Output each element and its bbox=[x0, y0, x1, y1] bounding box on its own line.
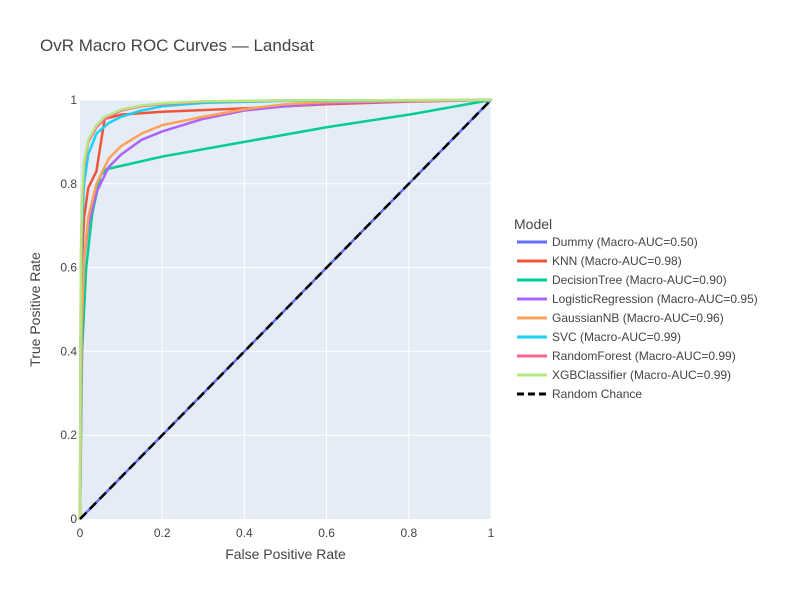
legend-label: RandomForest (Macro-AUC=0.99) bbox=[552, 349, 736, 363]
x-axis-label: False Positive Rate bbox=[225, 546, 346, 562]
x-tick-label: 0.2 bbox=[154, 526, 171, 540]
y-tick-label: 0.4 bbox=[60, 344, 77, 358]
y-axis-label: True Positive Rate bbox=[27, 252, 43, 367]
y-axis-ticks: 0 0.2 0.4 0.6 0.8 1 bbox=[60, 93, 77, 526]
legend-items[interactable]: Dummy (Macro-AUC=0.50) KNN (Macro-AUC=0.9… bbox=[517, 235, 758, 401]
x-axis-ticks: 0 0.2 0.4 0.6 0.8 1 bbox=[77, 526, 495, 540]
chart-title: OvR Macro ROC Curves — Landsat bbox=[40, 36, 314, 55]
legend-item-decisiontree[interactable]: DecisionTree (Macro-AUC=0.90) bbox=[517, 273, 727, 287]
series-line-gaussiannb bbox=[78, 98, 493, 521]
x-tick-label: 0 bbox=[77, 526, 84, 540]
legend-item-dummy[interactable]: Dummy (Macro-AUC=0.50) bbox=[517, 235, 698, 249]
x-tick-label: 0.4 bbox=[236, 526, 253, 540]
y-tick-label: 0 bbox=[70, 512, 77, 526]
series-line-dummy bbox=[78, 98, 493, 521]
legend-item-svc[interactable]: SVC (Macro-AUC=0.99) bbox=[517, 330, 681, 344]
y-tick-label: 1 bbox=[70, 93, 77, 107]
legend-label: DecisionTree (Macro-AUC=0.90) bbox=[552, 273, 727, 287]
y-tick-label: 0.8 bbox=[60, 177, 77, 191]
legend-item-logisticregression[interactable]: LogisticRegression (Macro-AUC=0.95) bbox=[517, 292, 758, 306]
legend-item-gaussiannb[interactable]: GaussianNB (Macro-AUC=0.96) bbox=[517, 311, 724, 325]
legend-label: LogisticRegression (Macro-AUC=0.95) bbox=[552, 292, 758, 306]
legend-item-random-chance[interactable]: Random Chance bbox=[517, 387, 642, 401]
series-line-xgbclassifier bbox=[78, 98, 493, 521]
legend-label: GaussianNB (Macro-AUC=0.96) bbox=[552, 311, 724, 325]
legend-label: Dummy (Macro-AUC=0.50) bbox=[552, 235, 698, 249]
legend-label: Random Chance bbox=[552, 387, 642, 401]
legend-item-randomforest[interactable]: RandomForest (Macro-AUC=0.99) bbox=[517, 349, 736, 363]
legend-item-knn[interactable]: KNN (Macro-AUC=0.98) bbox=[517, 254, 682, 268]
y-tick-label: 0.2 bbox=[60, 428, 77, 442]
series-lines bbox=[78, 98, 493, 521]
legend-label: SVC (Macro-AUC=0.99) bbox=[552, 330, 681, 344]
x-tick-label: 1 bbox=[488, 526, 495, 540]
legend-item-xgbclassifier[interactable]: XGBClassifier (Macro-AUC=0.99) bbox=[517, 368, 731, 382]
legend-label: XGBClassifier (Macro-AUC=0.99) bbox=[552, 368, 731, 382]
legend[interactable]: Model Dummy (Macro-AUC=0.50) KNN (Macro-A… bbox=[514, 216, 758, 401]
y-tick-label: 0.6 bbox=[60, 261, 77, 275]
legend-label: KNN (Macro-AUC=0.98) bbox=[552, 254, 682, 268]
legend-title: Model bbox=[514, 216, 552, 232]
x-tick-label: 0.6 bbox=[318, 526, 335, 540]
x-tick-label: 0.8 bbox=[400, 526, 417, 540]
